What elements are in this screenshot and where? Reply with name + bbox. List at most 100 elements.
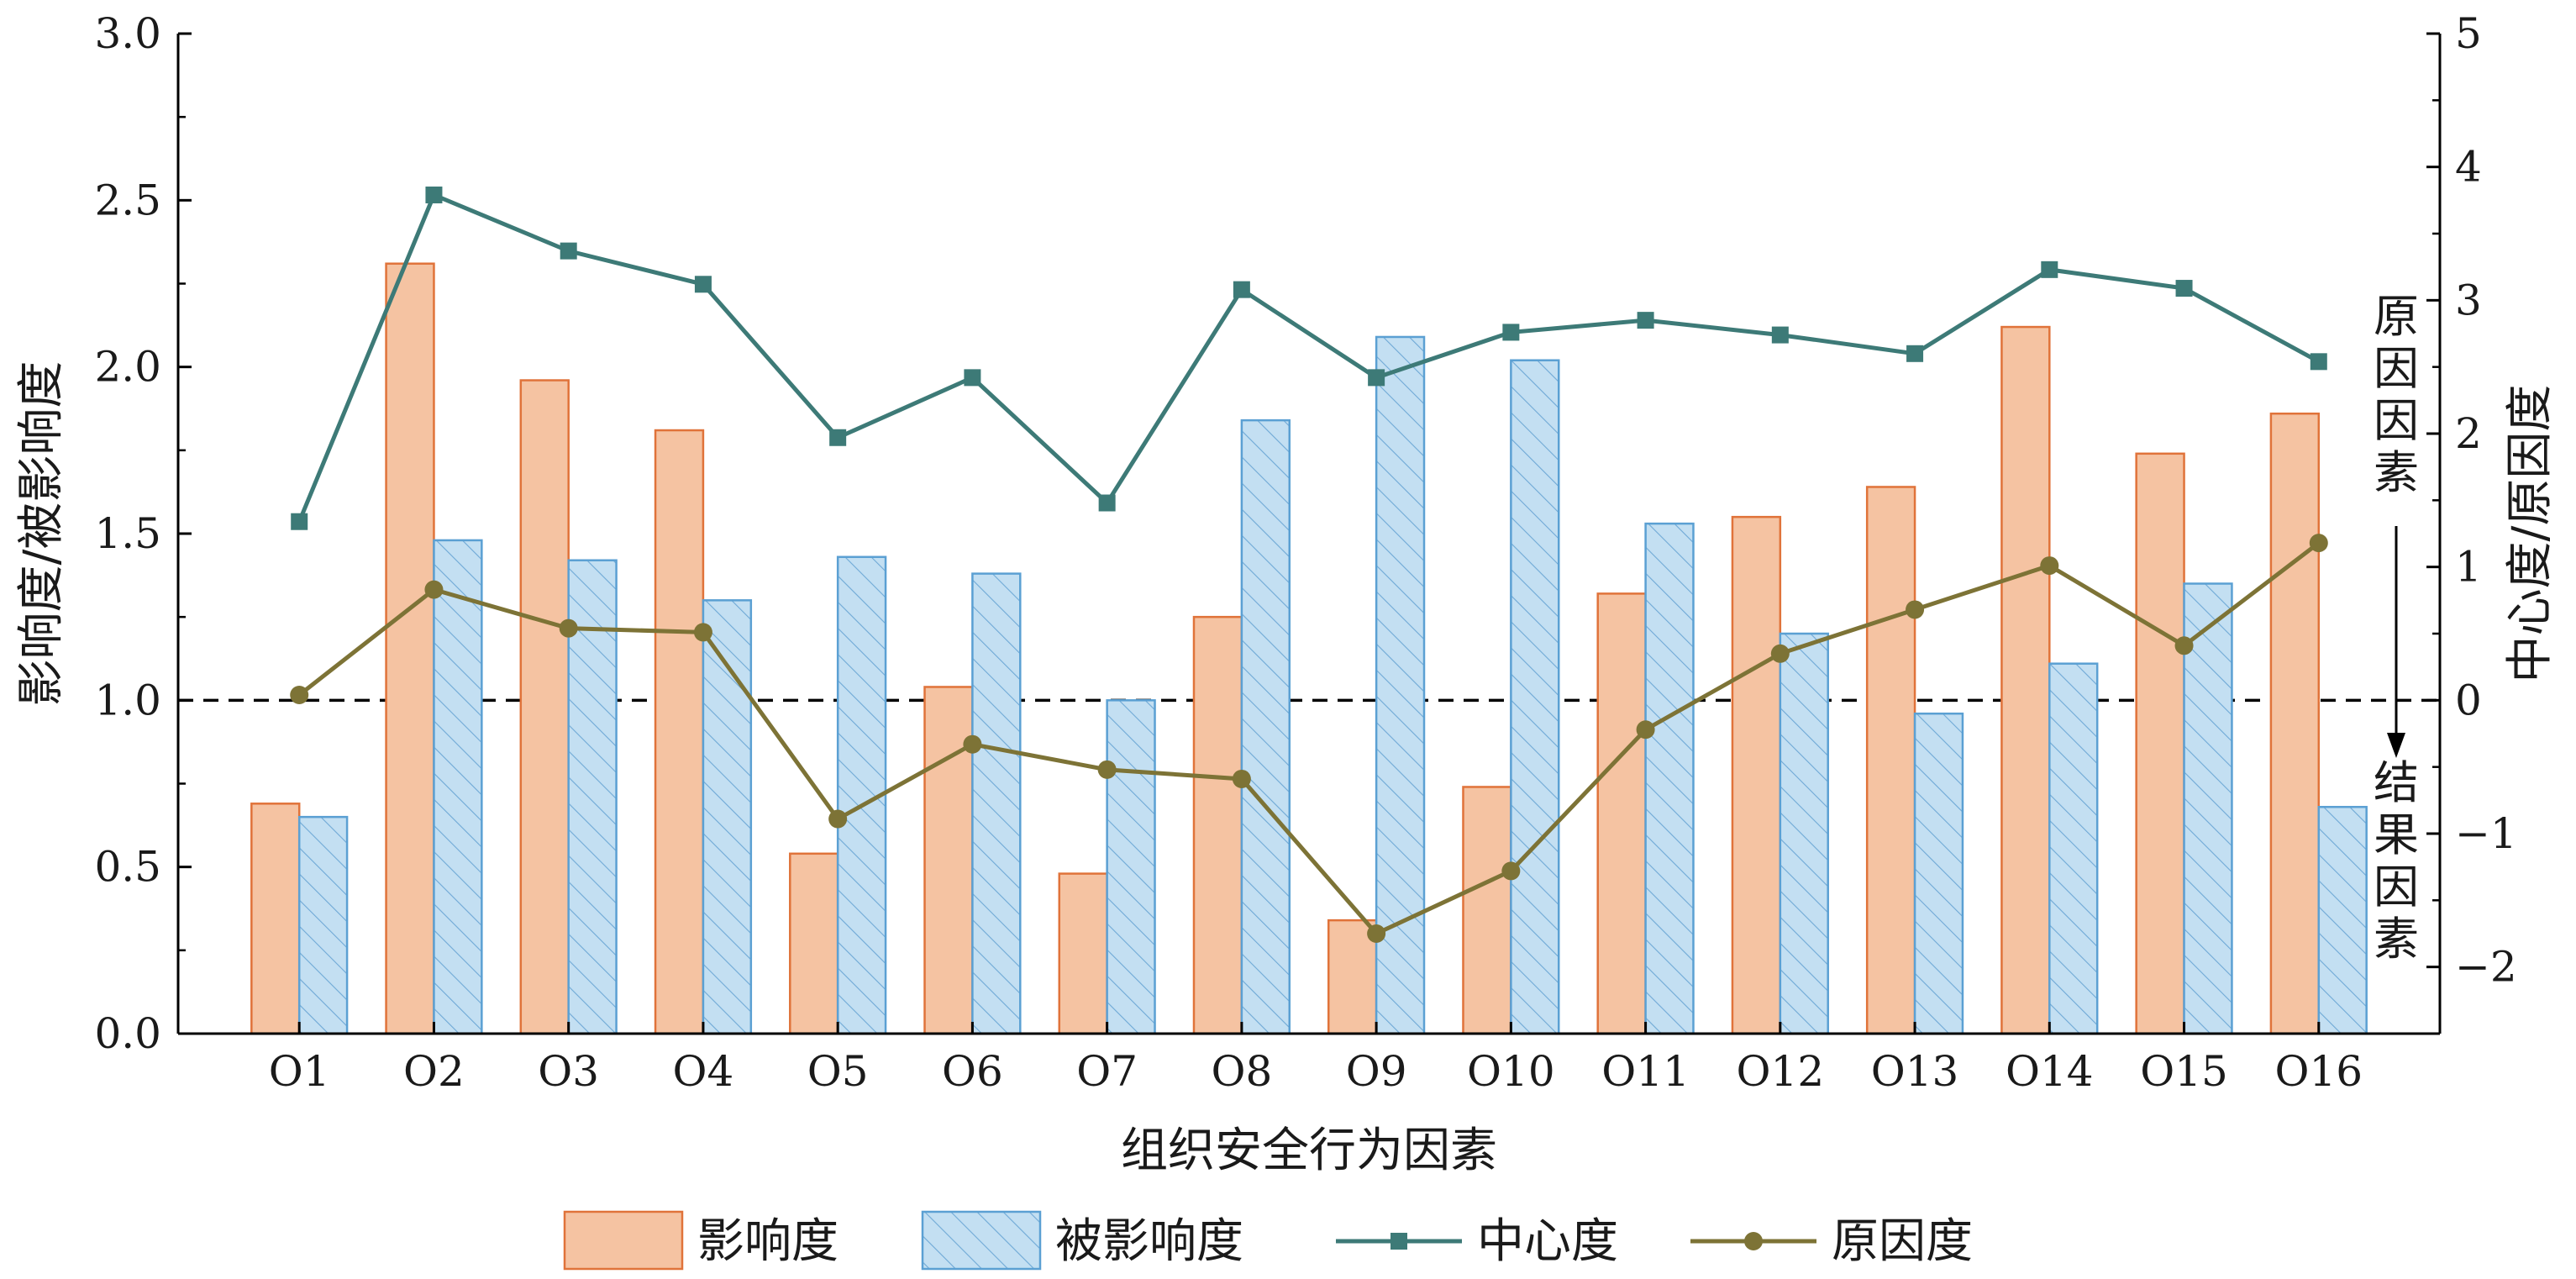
- bar-influence-O4: [654, 429, 705, 1035]
- point-causality-O3: [559, 618, 578, 638]
- y2-tick-label: −2: [2455, 943, 2517, 992]
- point-centrality-O15: [2175, 280, 2193, 297]
- legend-swatch-influenced: [921, 1210, 1042, 1271]
- point-centrality-O8: [1233, 281, 1250, 298]
- legend-label-centrality: 中心度: [1477, 1214, 1618, 1269]
- legend-swatch-influence: [563, 1210, 684, 1271]
- y-tick-label: 2.0: [94, 343, 161, 392]
- legend-label-influenced: 被影响度: [1055, 1214, 1243, 1269]
- point-centrality-O16: [2310, 353, 2327, 371]
- x-tick-label: O2: [403, 1047, 465, 1096]
- bar-influence-O1: [250, 803, 301, 1035]
- point-centrality-O12: [1771, 326, 1789, 344]
- y2-tick-label: −1: [2455, 809, 2517, 858]
- x-tick-label: O3: [538, 1047, 599, 1096]
- bar-influenced-O8: [1240, 418, 1291, 1035]
- point-causality-O8: [1232, 769, 1251, 788]
- bar-influenced-O16: [2317, 806, 2368, 1035]
- x-tick-label: O16: [2274, 1047, 2363, 1096]
- bar-influenced-O13: [1913, 712, 1964, 1035]
- bar-influenced-O14: [2048, 662, 2099, 1035]
- x-tick-label: O14: [2006, 1047, 2094, 1096]
- y-tick-label: 3.0: [94, 9, 161, 58]
- bar-influence-O2: [385, 262, 435, 1035]
- point-causality-O5: [828, 809, 848, 829]
- cause-factor-char: 因: [2374, 394, 2419, 447]
- bar-influence-O10: [1462, 786, 1512, 1035]
- bar-influence-O16: [2269, 412, 2321, 1035]
- legend-marker-centrality: [1391, 1233, 1407, 1250]
- bar-influence-O12: [1731, 515, 1782, 1035]
- point-causality-O15: [2174, 636, 2194, 655]
- bar-influenced-O7: [1106, 699, 1156, 1035]
- x-tick-label: O15: [2140, 1047, 2228, 1096]
- y-axis-title: 影响度/被影响度: [14, 361, 69, 707]
- axes: 0.0 0.5 1.0 1.5 2.0 2.5 3.0 −2 −1 0 1 2 3 4 5 O1 O2 O3 O4 O…: [94, 9, 2516, 1096]
- point-centrality-O10: [1502, 324, 1520, 341]
- bar-influenced-O1: [297, 815, 349, 1035]
- x-tick-label: O8: [1211, 1047, 1272, 1096]
- bar-influenced-O9: [1375, 335, 1426, 1035]
- bar-influence-O14: [2000, 325, 2051, 1035]
- bar-influence-O3: [519, 379, 570, 1035]
- bar-influenced-O2: [433, 539, 483, 1035]
- x-tick-label: O9: [1346, 1047, 1407, 1096]
- bar-influence-O11: [1596, 592, 1647, 1035]
- y2-tick-label: 0: [2455, 676, 2482, 724]
- x-tick-label: O7: [1076, 1047, 1138, 1096]
- y-tick-label: 2.5: [94, 176, 161, 224]
- cause-factor-char: 素: [2374, 446, 2419, 499]
- y2-tick-label: 5: [2455, 9, 2482, 58]
- x-tick-label: O4: [673, 1047, 734, 1096]
- bar-influence-O5: [789, 852, 839, 1035]
- point-centrality-O6: [964, 369, 981, 387]
- effect-factor-char: 因: [2374, 861, 2419, 913]
- bar-influenced-O6: [971, 572, 1022, 1035]
- point-causality-O10: [1501, 861, 1521, 881]
- x-tick-label: O5: [807, 1047, 869, 1096]
- point-centrality-O1: [291, 513, 308, 530]
- point-centrality-O11: [1637, 312, 1654, 329]
- legend-marker-causality: [1744, 1232, 1763, 1250]
- y2-tick-label: 3: [2455, 276, 2482, 324]
- y-tick-label: 0.5: [94, 843, 161, 892]
- bar-influenced-O10: [1510, 359, 1560, 1035]
- x-tick-label: O1: [269, 1047, 330, 1096]
- bar-influenced-O11: [1644, 522, 1695, 1035]
- point-causality-O7: [1097, 760, 1117, 779]
- bar-influence-O9: [1327, 918, 1378, 1035]
- point-causality-O6: [963, 734, 982, 754]
- legend-label-causality: 原因度: [1832, 1214, 1973, 1269]
- y-tick-label: 0.0: [94, 1009, 161, 1058]
- point-causality-O13: [1906, 600, 1925, 619]
- bar-influence-O15: [2135, 452, 2185, 1035]
- bar-influence-O7: [1058, 872, 1108, 1035]
- bar-influence-O13: [1865, 486, 1916, 1035]
- point-centrality-O5: [829, 429, 847, 446]
- point-causality-O9: [1367, 924, 1386, 943]
- legend: 影响度 被影响度 中心度 原因度: [563, 1210, 1973, 1271]
- x-tick-label: O10: [1467, 1047, 1555, 1096]
- point-centrality-O2: [425, 186, 443, 203]
- point-causality-O11: [1636, 720, 1655, 740]
- bar-influenced-O4: [702, 599, 753, 1035]
- x-tick-label: O11: [1601, 1047, 1690, 1096]
- point-causality-O4: [693, 623, 712, 642]
- point-causality-O16: [2309, 534, 2328, 553]
- cause-factor-char: 原: [2374, 290, 2419, 343]
- point-centrality-O13: [1906, 345, 1924, 362]
- point-centrality-O4: [694, 276, 712, 293]
- point-causality-O1: [290, 685, 309, 704]
- y2-tick-label: 1: [2455, 543, 2482, 592]
- y2-tick-label: 2: [2455, 409, 2482, 458]
- effect-factor-char: 结: [2374, 756, 2419, 809]
- line-centrality: [297, 192, 2320, 523]
- cause-effect-arrowhead: [2387, 733, 2405, 758]
- legend-label-influence: 影响度: [697, 1214, 839, 1269]
- line-layer: [290, 186, 2328, 943]
- y2-axis-title: 中心度/原因度: [2503, 385, 2558, 683]
- effect-factor-char: 果: [2374, 808, 2419, 861]
- line-causality: [297, 541, 2321, 937]
